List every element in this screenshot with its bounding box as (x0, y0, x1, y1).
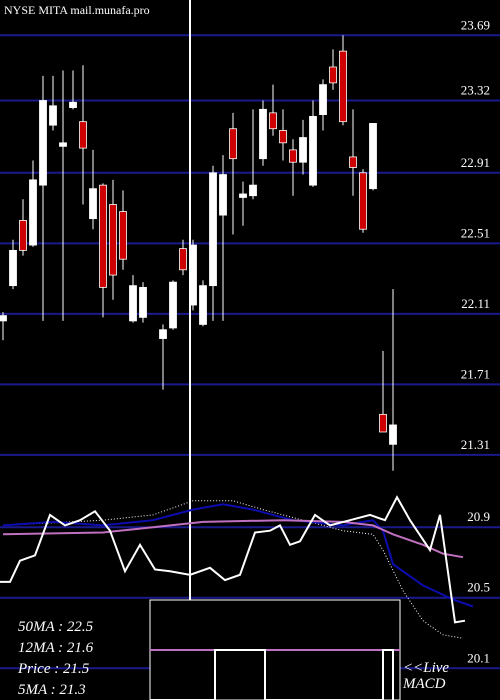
y-tick-label: 20.9 (467, 509, 490, 524)
chart-title: NYSE MITA mail.munafa.pro (4, 3, 150, 17)
info-text: 5MA : 21.3 (18, 682, 86, 698)
y-tick-label: 21.31 (461, 437, 490, 452)
candle-body (119, 211, 127, 260)
candle-body (359, 172, 367, 230)
candle-body (99, 184, 107, 288)
candle-body (109, 204, 117, 276)
y-tick-label: 22.11 (461, 296, 490, 311)
overlay-line (2, 503, 474, 608)
candle-body (0, 315, 7, 322)
candle-body (379, 413, 387, 433)
candle-body (299, 137, 307, 163)
candle-body (389, 424, 397, 445)
y-tick-label: 22.91 (461, 155, 490, 170)
overlay-line (2, 519, 464, 559)
candle-body (249, 184, 257, 197)
candle-body (289, 149, 297, 163)
candle-body (259, 108, 267, 160)
overlays (0, 495, 474, 639)
candle-body (9, 249, 17, 287)
candle-body (59, 142, 67, 147)
candles (0, 35, 397, 471)
macd-histogram (150, 649, 394, 700)
candle-body (199, 285, 207, 325)
y-tick-label: 20.1 (467, 650, 490, 665)
info-text: 12MA : 21.6 (18, 640, 94, 656)
info-text: 50MA : 22.5 (18, 619, 94, 635)
candle-body (19, 220, 27, 251)
candle-body (229, 128, 237, 160)
candle-body (129, 285, 137, 322)
y-tick-label: 23.32 (461, 83, 490, 98)
live-label: <<Live (403, 660, 449, 676)
info-text: Price : 21.5 (17, 661, 90, 677)
y-tick-label: 20.5 (467, 580, 490, 595)
candle-body (209, 172, 217, 287)
candle-body (139, 287, 147, 318)
candle-body (49, 105, 57, 126)
overlay-line (0, 495, 466, 624)
candle-body (239, 193, 247, 198)
macd-label: MACD (402, 676, 446, 692)
y-tick-label: 21.71 (461, 366, 490, 381)
candle-body (29, 179, 37, 246)
candle-body (69, 101, 77, 108)
y-tick-label: 22.51 (461, 225, 490, 240)
candle-body (279, 130, 287, 144)
candle-body (339, 50, 347, 123)
overlay-line (2, 500, 464, 639)
y-tick-label: 23.69 (461, 17, 490, 32)
candle-body (39, 100, 47, 186)
y-ticks: 23.69 23.32 22.91 22.51 22.11 21.71 21.31 20.9 2… (461, 17, 490, 665)
candle-body (269, 112, 277, 130)
candle-body (169, 281, 177, 329)
candle-body (219, 174, 227, 216)
candle-body (179, 248, 187, 271)
candle-body (369, 123, 377, 190)
candle-body (159, 329, 167, 339)
grid (0, 34, 500, 670)
candle-body (329, 66, 337, 84)
candle-body (189, 244, 197, 306)
candle-body (89, 188, 97, 220)
candle-body (79, 121, 87, 149)
candle-body (349, 156, 357, 168)
candle-body (309, 115, 317, 186)
candle-body (319, 84, 327, 116)
